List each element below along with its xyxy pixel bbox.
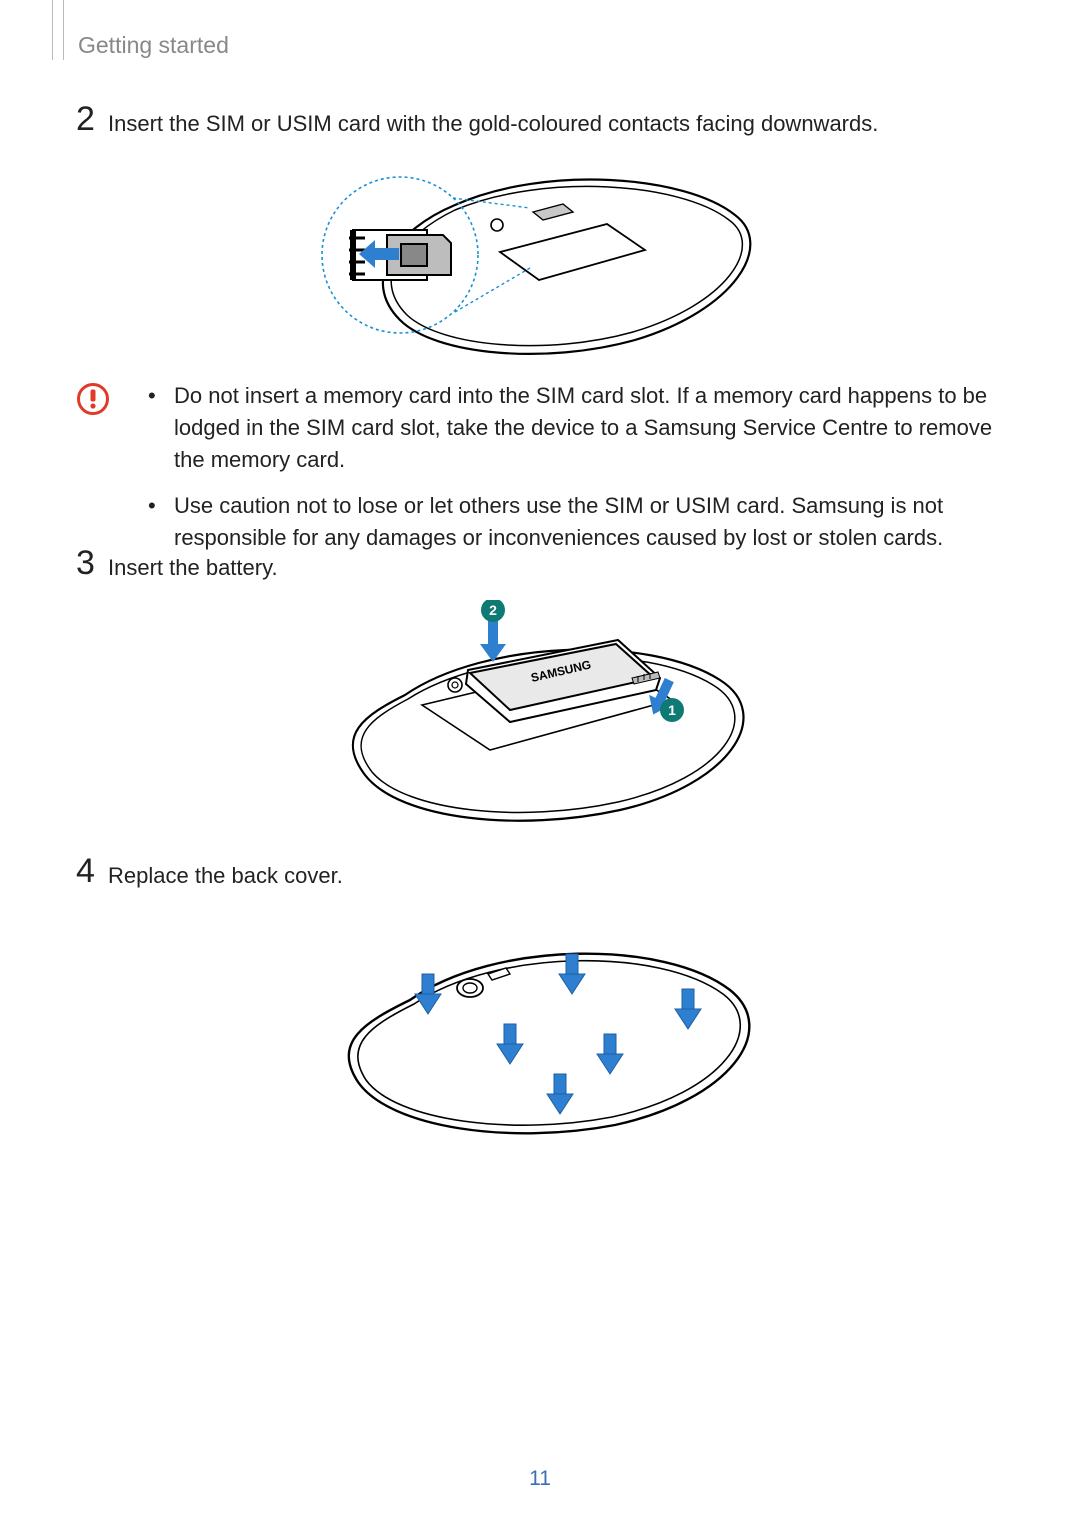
- caution-item: Do not insert a memory card into the SIM…: [148, 380, 1010, 476]
- step-number: 4: [76, 852, 95, 891]
- section-header: Getting started: [78, 32, 229, 59]
- header-margin-rule: [52, 0, 64, 60]
- callout-marker-1: 1: [668, 702, 676, 718]
- step-4: 4 Replace the back cover.: [76, 860, 1010, 892]
- step-3: 3 Insert the battery.: [76, 552, 1010, 584]
- caution-icon: [76, 382, 110, 416]
- step-number: 2: [76, 100, 95, 139]
- step-text: Replace the back cover.: [108, 860, 1010, 892]
- callout-marker-2: 2: [489, 602, 497, 618]
- figure-back-cover: [310, 910, 780, 1140]
- caution-list: Do not insert a memory card into the SIM…: [148, 380, 1010, 553]
- step-number: 3: [76, 544, 95, 583]
- step-text: Insert the SIM or USIM card with the gol…: [108, 108, 1010, 140]
- figure-battery-insert: SAMSUNG 2 1: [310, 600, 780, 830]
- step-2: 2 Insert the SIM or USIM card with the g…: [76, 108, 1010, 140]
- figure-sim-insert: [305, 160, 775, 370]
- caution-box: Do not insert a memory card into the SIM…: [76, 380, 1010, 567]
- step-text: Insert the battery.: [108, 552, 1010, 584]
- caution-item: Use caution not to lose or let others us…: [148, 490, 1010, 554]
- page-number: 11: [0, 1467, 1080, 1491]
